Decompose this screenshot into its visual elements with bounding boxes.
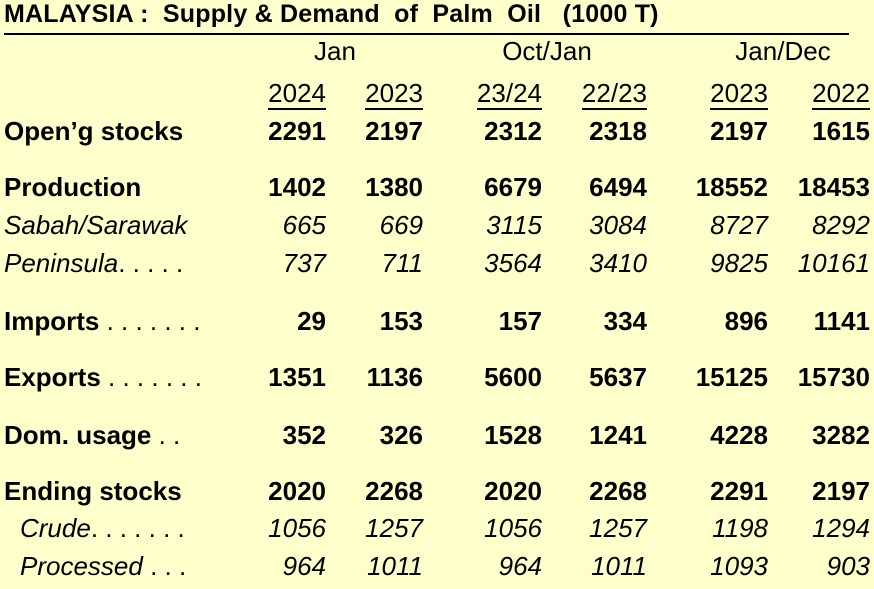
row-value: 334 (603, 306, 647, 336)
row-value: 1011 (367, 551, 423, 581)
row-value: 1257 (365, 513, 423, 543)
group-header-jan: Jan (314, 36, 356, 66)
row-value: 153 (379, 306, 423, 336)
row-value: 9825 (710, 248, 768, 278)
row-value: 1056 (484, 513, 542, 543)
row-value: 15730 (797, 362, 870, 392)
group-header-oct-jan: Oct/Jan (502, 36, 592, 66)
row-value: 711 (381, 248, 423, 278)
row-value: 903 (826, 551, 870, 581)
row-value: 157 (498, 306, 542, 336)
row-value: 18552 (695, 172, 768, 202)
row-value: 1294 (812, 513, 870, 543)
row-label: Imports . . . . . . . (4, 306, 201, 336)
row-value: 1402 (268, 172, 326, 202)
table-row: Open’g stocks 2291 2197 2312 2318 2197 1615 (0, 116, 874, 150)
row-label: Sabah/Sarawak (4, 210, 188, 240)
row-value: 1093 (710, 551, 768, 581)
row-value: 1528 (484, 420, 542, 450)
row-value: 29 (297, 306, 326, 336)
year-header: 2023 (365, 78, 423, 110)
row-value: 3115 (486, 210, 542, 240)
row-value: 2197 (812, 476, 870, 506)
row-label: Production (4, 172, 142, 202)
row-value: 1011 (591, 551, 647, 581)
row-value: 2291 (268, 116, 326, 146)
row-value: 3410 (589, 248, 647, 278)
row-label: Open’g stocks (4, 116, 184, 146)
row-value: 1241 (589, 420, 647, 450)
row-value: 1136 (366, 362, 423, 392)
table-row: Exports . . . . . . . 1351 1136 5600 5637 151… (0, 362, 874, 396)
row-value: 669 (379, 210, 423, 240)
year-header: 23/24 (476, 78, 542, 110)
row-value: 896 (724, 306, 768, 336)
table-row: Production 1402 1380 6679 6494 18552 18453 (0, 172, 874, 206)
row-label: Ending stocks (4, 476, 182, 506)
row-value: 10161 (797, 248, 870, 278)
row-value: 6494 (589, 172, 647, 202)
table-row: Ending stocks 2020 2268 2020 2268 2291 2197 (0, 476, 874, 510)
row-value: 5637 (589, 362, 647, 392)
year-header: 2022 (812, 78, 870, 110)
row-value: 2020 (484, 476, 542, 506)
row-label: Exports . . . . . . . (4, 362, 202, 392)
row-value: 5600 (484, 362, 542, 392)
table-row: Peninsula. . . . . 737 711 3564 3410 9825 1016… (0, 248, 874, 282)
row-value: 1615 (812, 116, 870, 146)
row-value: 2318 (589, 116, 647, 146)
table-row: Crude. . . . . . . 1056 1257 1056 1257 1198 12… (0, 513, 874, 547)
title-underline (4, 33, 849, 35)
row-value: 2197 (710, 116, 768, 146)
row-value: 2291 (710, 476, 768, 506)
row-value: 15125 (695, 362, 768, 392)
table-row: Dom. usage . . 352 326 1528 1241 4228 3282 (0, 420, 874, 454)
row-label: Peninsula. . . . . (4, 248, 184, 278)
row-value: 737 (282, 248, 326, 278)
sheet-title: MALAYSIA : Supply & Demand of Palm Oil (… (4, 0, 659, 28)
table-row: Sabah/Sarawak 665 669 3115 3084 8727 8292 (0, 210, 874, 244)
row-value: 326 (379, 420, 423, 450)
row-value: 352 (282, 420, 326, 450)
row-value: 2268 (365, 476, 423, 506)
group-header-jan-dec: Jan/Dec (735, 36, 831, 66)
row-value: 3084 (589, 210, 647, 240)
row-value: 964 (498, 551, 542, 581)
row-value: 8292 (812, 210, 870, 240)
year-header: 2024 (268, 78, 326, 110)
table-row: Processed . . . 964 1011 964 1011 1093 903 (0, 551, 874, 585)
row-value: 1056 (268, 513, 326, 543)
row-value: 1198 (712, 513, 768, 543)
year-header: 2023 (710, 78, 768, 110)
row-value: 8727 (710, 210, 768, 240)
row-value: 2312 (484, 116, 542, 146)
row-label: Processed . . . (20, 551, 187, 581)
row-value: 1351 (268, 362, 326, 392)
row-value: 2020 (268, 476, 326, 506)
row-value: 964 (282, 551, 326, 581)
row-value: 2268 (589, 476, 647, 506)
row-value: 18453 (797, 172, 870, 202)
row-value: 4228 (710, 420, 768, 450)
row-value: 3564 (484, 248, 542, 278)
row-value: 2197 (365, 116, 423, 146)
table-row: Imports . . . . . . . 29 153 157 334 896 1141 (0, 306, 874, 340)
row-label: Dom. usage . . (4, 420, 181, 450)
row-value: 1257 (589, 513, 647, 543)
row-value: 1380 (365, 172, 423, 202)
row-value: 6679 (484, 172, 542, 202)
year-header: 22/23 (581, 78, 647, 110)
row-label: Crude. . . . . . . (20, 513, 185, 543)
row-value: 3282 (812, 420, 870, 450)
row-value: 1141 (813, 306, 870, 336)
row-value: 665 (282, 210, 326, 240)
